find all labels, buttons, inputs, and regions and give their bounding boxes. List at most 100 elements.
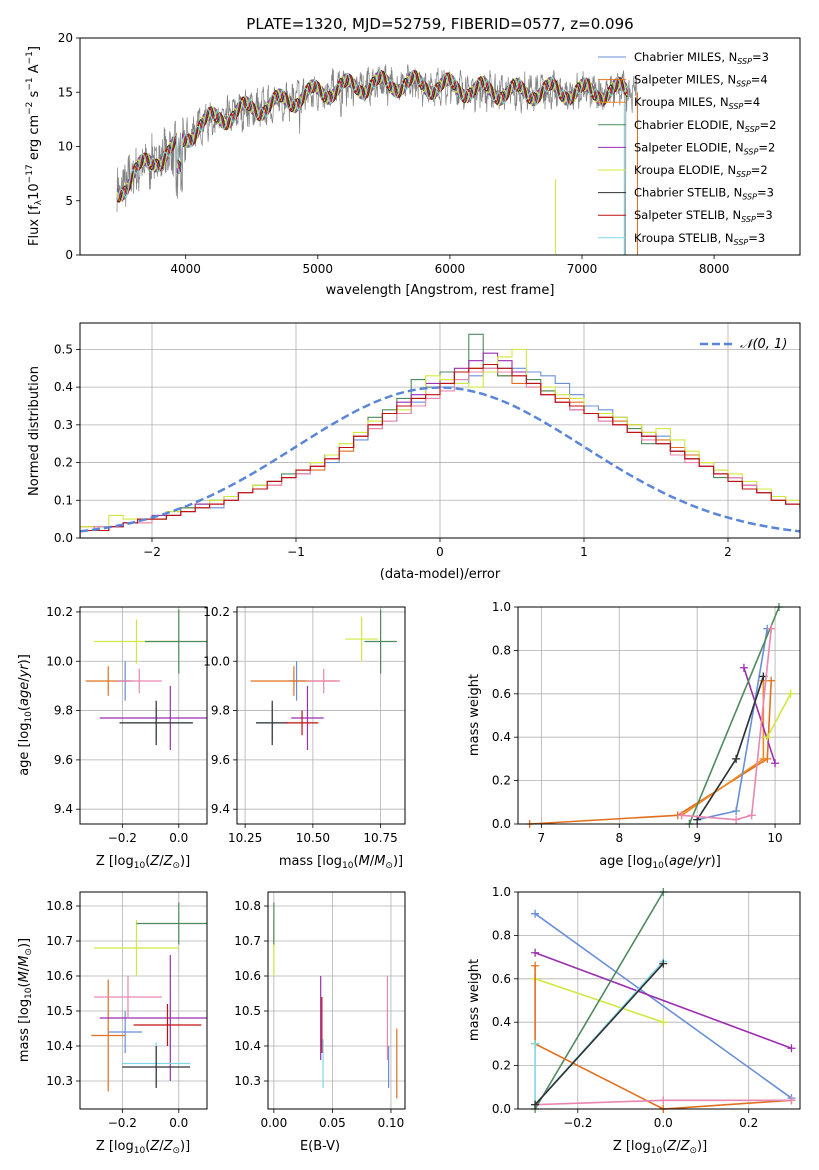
weight-marker xyxy=(531,961,540,970)
weight-line xyxy=(534,952,792,1049)
x-tick-label: 10.75 xyxy=(363,831,397,845)
y-tick-label: 1.0 xyxy=(492,885,511,899)
y-tick-label: 9.8 xyxy=(211,704,230,718)
errorbar-point xyxy=(99,955,207,1081)
y-tick-label: 10.6 xyxy=(234,969,261,983)
weight-marker xyxy=(759,754,768,763)
x-tick-label: 0 xyxy=(436,545,444,559)
x-tick-label: 8 xyxy=(615,831,623,845)
legend-label: Kroupa MILES, NSSP=4 xyxy=(634,95,760,111)
y-tick-label: 10.5 xyxy=(46,1004,73,1018)
weight-line xyxy=(743,667,776,764)
y-tick-label: 0.2 xyxy=(54,456,73,470)
y-tick-label: 0.8 xyxy=(492,928,511,942)
model-spectrum-line xyxy=(116,69,628,201)
x-tick-label: 9 xyxy=(693,831,701,845)
weight-marker xyxy=(531,909,540,918)
x-tick-label: 2 xyxy=(724,545,732,559)
y-tick-label: 10.5 xyxy=(234,1004,261,1018)
y-tick-label: 0.0 xyxy=(492,1102,511,1116)
y-tick-label: 0 xyxy=(65,248,73,262)
weight-marker xyxy=(747,811,756,820)
legend-label: Chabrier ELODIE, NSSP=2 xyxy=(634,118,776,134)
y-tick-label: 5 xyxy=(65,194,73,208)
errorbar-point xyxy=(255,700,289,746)
x-tick-label: 8000 xyxy=(699,262,730,276)
y-tick-label: 10.7 xyxy=(234,934,261,948)
weight-line xyxy=(534,891,664,1110)
spectrum-lines xyxy=(116,64,639,255)
x-tick-label: 6000 xyxy=(435,262,466,276)
x-tick-label: 5000 xyxy=(303,262,334,276)
weight-line xyxy=(534,965,792,1110)
mass-vs-EBV-panel: 0.00 0.05 0.10 10.3 10.4 10.5 10.6 10.7 10.8 xyxy=(234,891,406,1130)
y-tick-label: 0.3 xyxy=(54,418,73,432)
x-tick-label: 7 xyxy=(538,831,546,845)
histogram-step xyxy=(80,363,800,538)
legend-label: Kroupa STELIB, NSSP=3 xyxy=(634,231,765,247)
panel-frame xyxy=(517,891,801,1110)
errorbar-point xyxy=(136,902,207,945)
weight-marker xyxy=(771,759,780,768)
weight-marker xyxy=(531,1100,540,1109)
y-tick-label: 9.6 xyxy=(211,753,230,767)
x-tick-label: −2 xyxy=(143,545,161,559)
weight-line xyxy=(534,913,792,1099)
y-tick-label: 15 xyxy=(58,85,73,99)
age-vs-Z-panel: −0.2 0.0 9.4 9.6 9.8 10.0 10.2 xyxy=(46,605,208,845)
weight-marker xyxy=(659,1096,668,1105)
errorbar-point xyxy=(307,668,340,694)
spectrum-plot-area xyxy=(116,64,639,255)
spectrum-legend: Chabrier MILES, NSSP=3 Salpeter MILES, NS… xyxy=(598,50,776,247)
y-tick-label: 0.4 xyxy=(492,1015,511,1029)
model-spectrum-line xyxy=(116,70,628,203)
x-tick-label: 1 xyxy=(580,545,588,559)
y-tick-label: 10.4 xyxy=(46,1039,73,1053)
errorbar-point xyxy=(364,609,397,674)
errorbar-point xyxy=(99,685,207,751)
normal-legend-label: 𝒩(0, 1) xyxy=(740,337,787,352)
residuals-plot-area xyxy=(80,333,800,538)
errorbar-point xyxy=(122,1046,191,1088)
x-tick-label: 0.0 xyxy=(654,1116,673,1130)
weight-line xyxy=(534,963,664,1106)
errorbar-point xyxy=(116,668,162,694)
weight-marker xyxy=(677,811,686,820)
errorbar-point xyxy=(291,685,324,751)
y-tick-label: 10 xyxy=(58,140,73,154)
model-spectrum-line xyxy=(116,70,628,203)
x-tick-label: −1 xyxy=(287,545,305,559)
panel-frame xyxy=(267,891,406,1110)
panel-frame xyxy=(236,606,406,825)
weight-marker xyxy=(786,689,795,698)
y-tick-label: 9.4 xyxy=(211,802,230,816)
x-tick-label: 4000 xyxy=(170,262,201,276)
x-tick-label: −0.2 xyxy=(108,1116,137,1130)
y-tick-label: 0.6 xyxy=(492,687,511,701)
x-tick-label: −0.2 xyxy=(108,831,137,845)
y-tick-label: 0.0 xyxy=(492,817,511,831)
legend-label: Chabrier MILES, NSSP=3 xyxy=(634,50,769,66)
legend-label: Salpeter ELODIE, NSSP=2 xyxy=(634,140,775,156)
y-tick-label: 10.0 xyxy=(46,654,73,668)
x-tick-label: 0.0 xyxy=(169,831,188,845)
x-tick-label: 0.10 xyxy=(378,1116,405,1130)
y-tick-label: 0.4 xyxy=(492,730,511,744)
x-tick-label: 10.25 xyxy=(228,831,262,845)
errorbar-point xyxy=(94,976,162,1018)
spectrum-panel: PLATE=1320, MJD=52759, FIBERID=0577, z=0… xyxy=(25,15,801,298)
weight-marker xyxy=(739,663,748,672)
y-tick-label: 10.4 xyxy=(234,1039,261,1053)
observed-spectrum xyxy=(116,64,638,255)
y-tick-label: 0.2 xyxy=(492,774,511,788)
errorbar-point xyxy=(119,700,193,746)
y-tick-label: 10.3 xyxy=(234,1074,261,1088)
residuals-ylabel: Normed distribution xyxy=(27,366,42,496)
y-tick-label: 9.4 xyxy=(54,802,73,816)
massweight-vs-Z-ylabel: mass weight xyxy=(467,959,482,1041)
panel-frame xyxy=(517,606,801,825)
age-vs-Z-ylabel: age [log10(age/yr)] xyxy=(17,654,34,776)
mass-vs-Z-panel: −0.2 0.0 10.3 10.4 10.5 10.6 10.7 10.8 xyxy=(46,891,208,1130)
weight-marker xyxy=(763,733,772,742)
